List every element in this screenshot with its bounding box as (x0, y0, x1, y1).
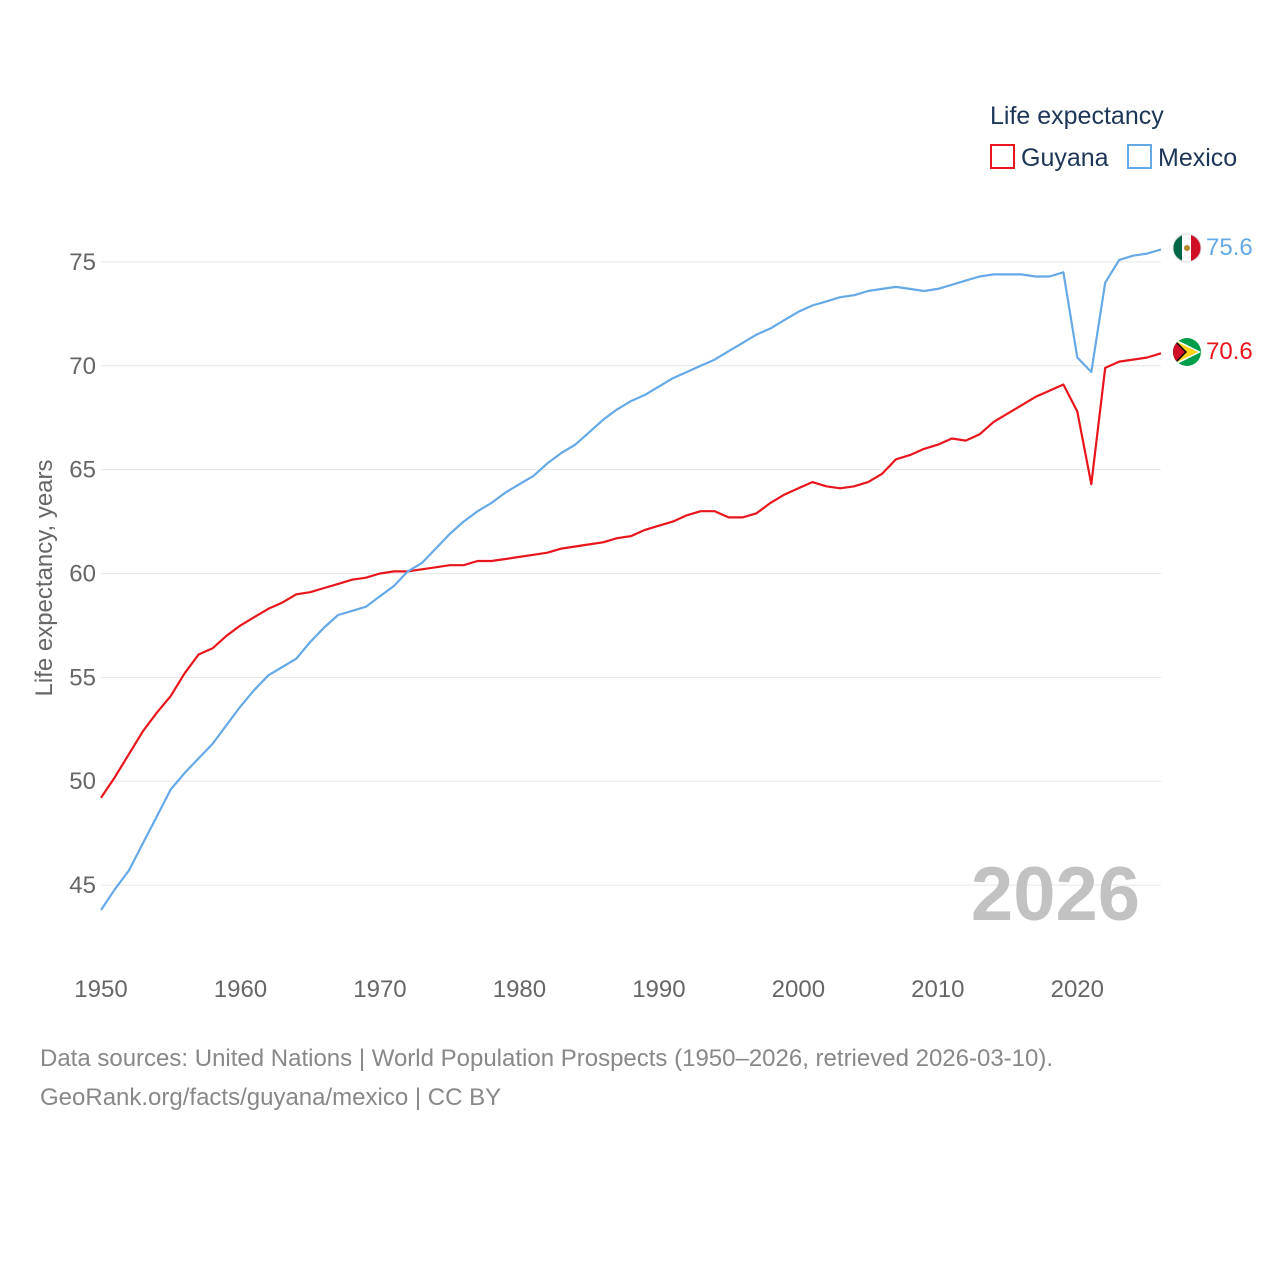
y-tick-label: 55 (69, 664, 96, 691)
legend-label-guyana: Guyana (1021, 144, 1109, 172)
y-tick-label: 60 (69, 561, 96, 588)
x-tick-label: 1980 (493, 976, 546, 1003)
y-tick-label: 75 (69, 249, 96, 276)
y-axis-ticks: 45 50 55 60 65 70 75 (69, 249, 96, 899)
mexico-flag-icon (1172, 233, 1202, 263)
series-line-mexico[interactable] (100, 248, 1162, 911)
x-tick-label: 2000 (772, 976, 825, 1003)
legend-swatch-guyana (990, 144, 1015, 169)
end-value-label-mexico: 75.6 (1206, 234, 1253, 261)
series-lines (100, 248, 1162, 911)
x-axis-ticks: 1950 1960 1970 1980 1990 2000 2010 2020 (74, 976, 1104, 1003)
y-tick-label: 50 (69, 768, 96, 795)
source-link[interactable]: GeoRank.org/facts/guyana/mexico | CC BY (40, 1084, 502, 1111)
end-value-label-guyana: 70.6 (1206, 338, 1253, 365)
x-tick-label: 1990 (632, 976, 685, 1003)
source-note: Data sources: United Nations | World Pop… (40, 1045, 1054, 1072)
legend-swatch-mexico (1127, 144, 1152, 169)
y-tick-label: 45 (69, 872, 96, 899)
x-tick-label: 2020 (1051, 976, 1104, 1003)
series-line-guyana[interactable] (100, 352, 1162, 799)
legend-title: Life expectancy (990, 102, 1164, 130)
legend-label-mexico: Mexico (1158, 144, 1237, 172)
y-tick-label: 70 (69, 353, 96, 380)
guyana-flag-icon (1173, 338, 1201, 366)
legend-item-mexico[interactable]: Mexico (1127, 144, 1237, 172)
legend-item-guyana[interactable]: Guyana (990, 144, 1109, 172)
y-tick-label: 65 (69, 457, 96, 484)
grid-lines (101, 261, 1161, 886)
x-tick-label: 1950 (74, 976, 127, 1003)
year-watermark: 2026 (971, 852, 1140, 937)
x-tick-label: 2010 (911, 976, 964, 1003)
x-tick-label: 1960 (214, 976, 267, 1003)
x-tick-label: 1970 (353, 976, 406, 1003)
y-axis-label: Life expectancy, years (31, 459, 58, 696)
